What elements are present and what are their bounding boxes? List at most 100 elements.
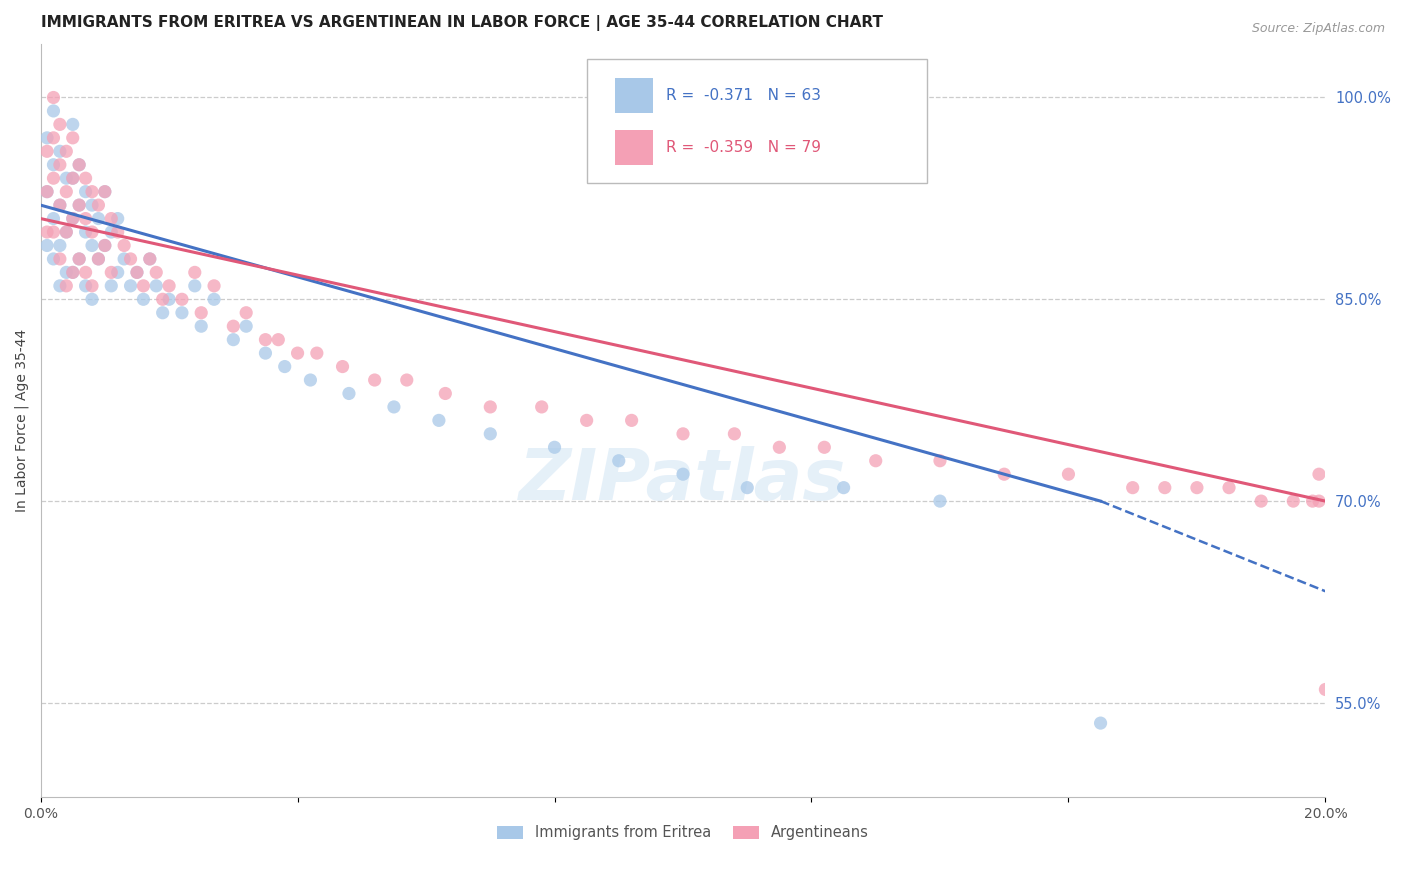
Point	[139, 252, 162, 266]
Point	[62, 265, 84, 279]
Point	[42, 225, 65, 239]
Point	[112, 238, 135, 252]
Point	[190, 319, 212, 334]
Point	[80, 238, 103, 252]
Point	[80, 198, 103, 212]
Point	[87, 252, 110, 266]
Point	[42, 158, 65, 172]
Point	[768, 440, 790, 454]
Point	[1302, 494, 1324, 508]
Point	[363, 373, 385, 387]
Point	[42, 131, 65, 145]
Point	[132, 278, 155, 293]
Point	[49, 278, 72, 293]
Point	[75, 265, 97, 279]
Point	[865, 454, 887, 468]
Point	[42, 252, 65, 266]
Point	[35, 238, 58, 252]
Point	[274, 359, 297, 374]
Point	[152, 293, 174, 307]
Point	[100, 225, 122, 239]
Point	[87, 252, 110, 266]
Point	[62, 171, 84, 186]
Point	[1090, 716, 1112, 731]
Point	[107, 225, 129, 239]
Point	[125, 265, 148, 279]
Point	[62, 131, 84, 145]
Point	[112, 252, 135, 266]
Point	[672, 467, 695, 482]
Point	[305, 346, 328, 360]
Point	[49, 198, 72, 212]
Point	[337, 386, 360, 401]
Text: R =  -0.359   N = 79: R = -0.359 N = 79	[666, 140, 821, 154]
Point	[184, 278, 207, 293]
Point	[42, 90, 65, 104]
Point	[543, 440, 565, 454]
Point	[1308, 467, 1330, 482]
Point	[80, 225, 103, 239]
Point	[62, 211, 84, 226]
Point	[993, 467, 1015, 482]
Point	[67, 158, 90, 172]
Point	[152, 306, 174, 320]
Point	[1218, 481, 1240, 495]
Point	[735, 481, 758, 495]
Point	[67, 158, 90, 172]
Point	[299, 373, 322, 387]
Point	[80, 293, 103, 307]
Point	[42, 211, 65, 226]
Point	[55, 225, 77, 239]
Point	[607, 454, 630, 468]
Point	[332, 359, 354, 374]
Text: R =  -0.371   N = 63: R = -0.371 N = 63	[666, 88, 821, 103]
Point	[75, 185, 97, 199]
Point	[267, 333, 290, 347]
Point	[62, 171, 84, 186]
Point	[929, 494, 952, 508]
Point	[67, 252, 90, 266]
Point	[145, 278, 167, 293]
Point	[100, 211, 122, 226]
Point	[382, 400, 405, 414]
Point	[120, 278, 142, 293]
Point	[287, 346, 309, 360]
Point	[75, 225, 97, 239]
Point	[42, 171, 65, 186]
Point	[479, 426, 502, 441]
Point	[1153, 481, 1175, 495]
Point	[672, 426, 695, 441]
Point	[190, 306, 212, 320]
Point	[67, 252, 90, 266]
Point	[49, 158, 72, 172]
Point	[35, 185, 58, 199]
Point	[139, 252, 162, 266]
Point	[479, 400, 502, 414]
Point	[170, 293, 193, 307]
Point	[832, 481, 855, 495]
Point	[55, 278, 77, 293]
Point	[75, 171, 97, 186]
Point	[254, 346, 277, 360]
Point	[254, 333, 277, 347]
Point	[395, 373, 418, 387]
Point	[929, 454, 952, 468]
Point	[49, 238, 72, 252]
Point	[49, 117, 72, 131]
Point	[62, 265, 84, 279]
Point	[94, 238, 117, 252]
Point	[35, 131, 58, 145]
Text: Source: ZipAtlas.com: Source: ZipAtlas.com	[1251, 22, 1385, 36]
Point	[55, 265, 77, 279]
Point	[222, 333, 245, 347]
Point	[49, 145, 72, 159]
Point	[35, 225, 58, 239]
Point	[620, 413, 643, 427]
Point	[62, 211, 84, 226]
Point	[235, 306, 257, 320]
Point	[35, 185, 58, 199]
Legend: Immigrants from Eritrea, Argentineans: Immigrants from Eritrea, Argentineans	[491, 820, 875, 847]
Point	[80, 278, 103, 293]
Point	[75, 211, 97, 226]
Point	[67, 198, 90, 212]
